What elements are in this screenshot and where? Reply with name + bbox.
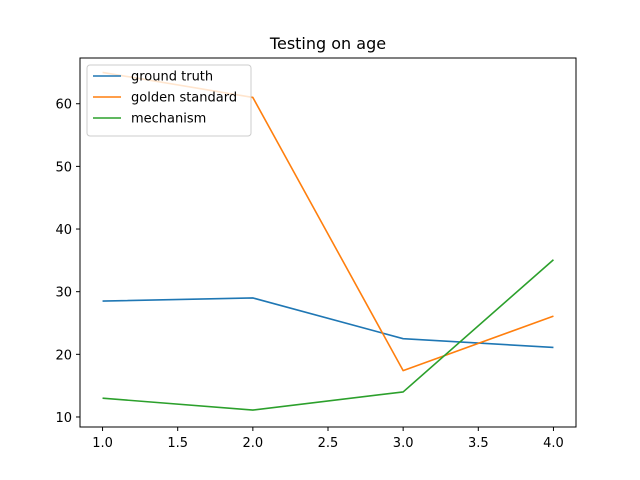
x-axis: 1.0 1.5 2.0 2.5 3.0 3.5 4.0 xyxy=(92,427,564,451)
legend-label-2: golden standard xyxy=(131,91,237,106)
x-tick-label: 3.5 xyxy=(468,436,489,451)
x-tick-label: 2.0 xyxy=(243,436,264,451)
x-tick-label: 3.0 xyxy=(393,436,414,451)
y-tick-label: 50 xyxy=(55,160,72,175)
legend-label-3: mechanism xyxy=(131,112,206,127)
x-tick-label: 4.0 xyxy=(543,436,564,451)
y-tick-label: 20 xyxy=(55,348,72,363)
legend-label-1: ground truth xyxy=(131,70,213,85)
y-tick-label: 10 xyxy=(55,411,72,426)
y-tick-label: 40 xyxy=(55,223,72,238)
series-line-3 xyxy=(102,259,554,411)
x-tick-label: 1.0 xyxy=(92,436,113,451)
y-tick-label: 30 xyxy=(55,286,72,301)
y-tick-label: 60 xyxy=(55,98,72,113)
x-tick-label: 2.5 xyxy=(318,436,339,451)
legend-box xyxy=(86,64,252,137)
y-axis: 10 20 30 40 50 60 xyxy=(55,98,80,426)
x-tick-label: 1.5 xyxy=(167,436,188,451)
legend: ground truth golden standard mechanism xyxy=(86,64,252,137)
chart-title: Testing on age xyxy=(269,34,386,53)
